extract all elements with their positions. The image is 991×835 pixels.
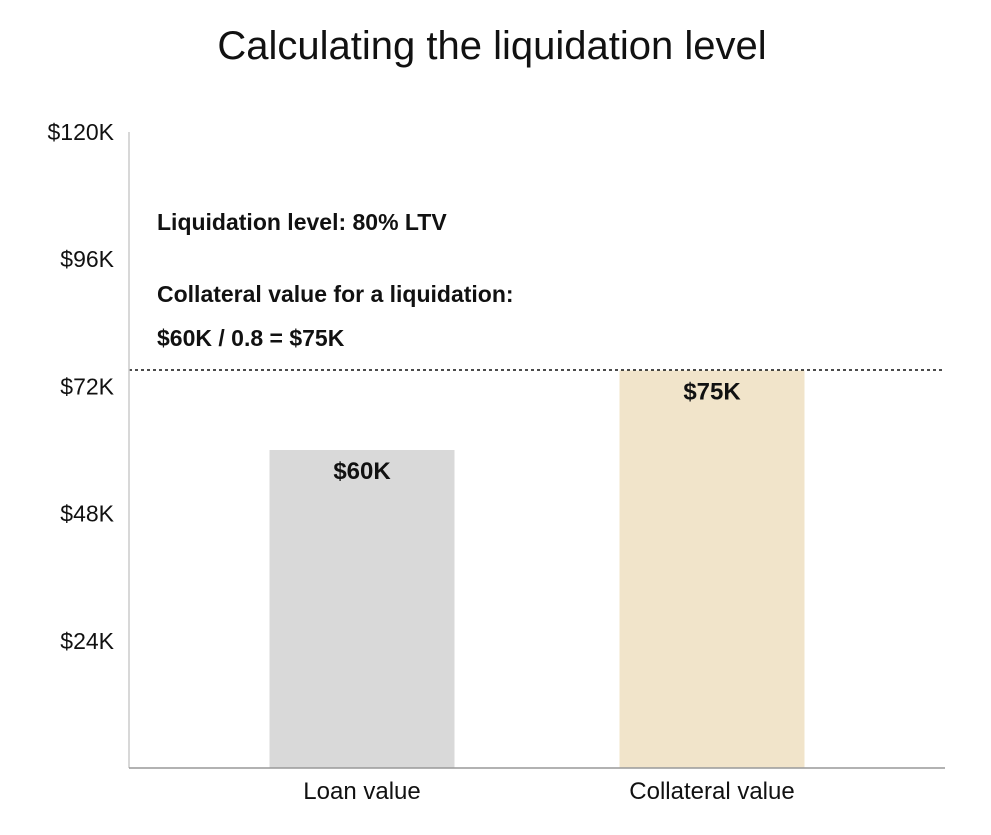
bar-loan-value — [269, 450, 455, 768]
y-tick-label: $24K — [60, 628, 114, 654]
y-axis-ticks: $24K $48K $72K $96K $120K — [47, 119, 114, 654]
annotation-line: $60K / 0.8 = $75K — [157, 325, 345, 351]
x-category-label: Loan value — [303, 778, 420, 805]
y-tick-label: $48K — [60, 501, 114, 527]
y-tick-label: $72K — [60, 373, 114, 399]
x-axis-labels: Loan value Collateral value — [303, 778, 794, 805]
bar-collateral-value — [619, 370, 805, 768]
bars: $60K $75K — [269, 370, 805, 768]
y-tick-label: $120K — [47, 119, 114, 145]
annotation-line: Collateral value for a liquidation: — [157, 281, 514, 307]
y-tick-label: $96K — [60, 246, 114, 272]
axes — [128, 132, 945, 769]
x-category-label: Collateral value — [629, 778, 794, 805]
annotations: Liquidation level: 80% LTV Collateral val… — [157, 209, 514, 351]
chart-title: Calculating the liquidation level — [217, 24, 766, 68]
bar-value-label: $60K — [333, 458, 391, 485]
bar-value-label: $75K — [683, 379, 741, 406]
annotation-line: Liquidation level: 80% LTV — [157, 209, 447, 235]
